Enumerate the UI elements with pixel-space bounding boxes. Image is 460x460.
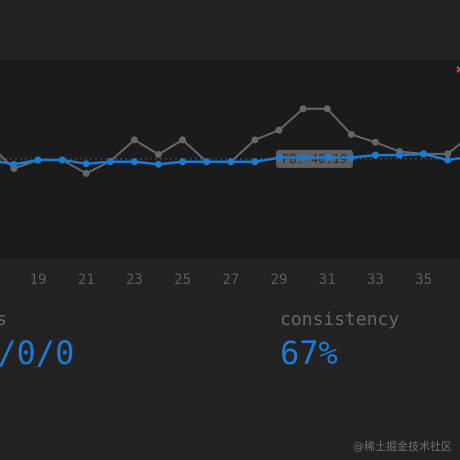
x-tick-label: 23 [126,272,143,288]
x-tick-label: 21 [78,272,95,288]
consistency-value: 67% [280,334,338,372]
wpm-chart: 19 21 23 25 27 29 31 33 35 PB: 40.19 ✖ [0,65,460,288]
x-tick-label: 19 [30,272,47,288]
wpm-point [420,150,428,158]
wpm-point [347,154,355,162]
wpm-point [106,158,114,166]
wpm-point [10,160,18,168]
watermark: @稀土掘金技术社区 [353,440,452,453]
wpm-point [299,154,307,162]
stat-left-label: s [0,309,7,330]
x-tick-label: 25 [174,272,191,288]
x-tick-label: 27 [222,272,239,288]
wpm-point [251,158,259,166]
raw-wpm-point [371,138,379,146]
wpm-point [179,158,187,166]
x-tick-label: 31 [319,272,336,288]
raw-wpm-point [155,151,162,158]
raw-wpm-point [179,136,187,144]
raw-wpm-point [251,136,259,144]
stat-left-value: 3/0/0 [0,334,75,372]
wpm-point [323,154,331,162]
x-tick-label: 33 [367,272,384,288]
wpm-point [58,156,66,164]
wpm-point [155,160,162,168]
error-markers: ✖ [456,65,460,76]
wpm-point [275,154,283,162]
wpm-point [130,158,138,166]
raw-wpm-point [347,130,355,138]
series-group [0,105,460,177]
wpm-point [396,151,403,159]
wpm-point [203,158,211,166]
raw-wpm-point [275,126,283,134]
wpm-point [82,160,90,168]
wpm-point [444,156,452,164]
raw-wpm-point [323,105,331,113]
raw-wpm-point [299,105,307,113]
error-marker: ✖ [456,65,460,76]
raw-wpm-point [444,150,452,158]
x-tick-label: 35 [415,272,432,288]
wpm-point [227,158,235,166]
wpm-point [34,156,42,164]
x-tick-label: 29 [271,272,288,288]
raw-wpm-point [130,136,138,144]
wpm-point [371,151,379,159]
consistency-label: consistency [280,309,400,330]
x-axis-ticks: 19 21 23 25 27 29 31 33 35 [30,272,432,288]
wpm-chart-svg: 19 21 23 25 27 29 31 33 35 PB: 40.19 ✖ [0,65,460,288]
raw-wpm-point [82,169,90,177]
